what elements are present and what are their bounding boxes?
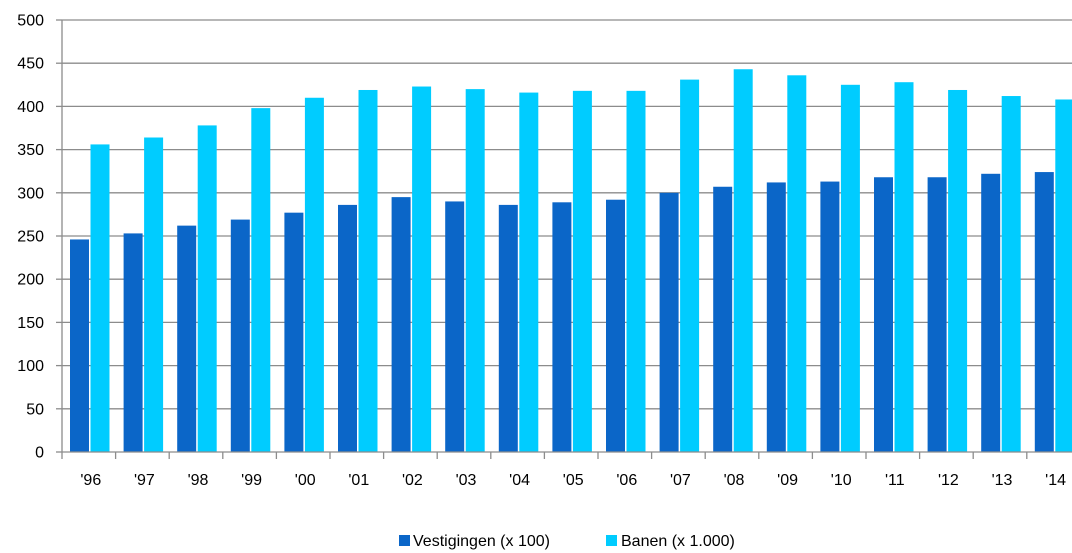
bar-banen xyxy=(519,92,539,453)
y-tick-label: 450 xyxy=(17,56,44,73)
y-tick-label: 350 xyxy=(17,142,44,159)
x-tick-label: '08 xyxy=(724,472,745,489)
bar-vestigingen xyxy=(177,225,197,452)
bar-banen xyxy=(626,90,646,453)
x-tick-label: '11 xyxy=(885,472,905,489)
x-tick-label: '13 xyxy=(992,472,1013,489)
bar-vestigingen xyxy=(445,201,465,452)
y-tick-label: 150 xyxy=(17,315,44,332)
x-tick-label: '02 xyxy=(402,472,423,489)
x-tick-label: '09 xyxy=(777,472,798,489)
bar-banen xyxy=(251,108,271,453)
y-tick-label: 100 xyxy=(17,358,44,375)
x-tick-label: '96 xyxy=(80,472,101,489)
bar-vestigingen xyxy=(874,177,893,453)
bar-banen xyxy=(304,97,324,452)
x-tick-label: '99 xyxy=(241,472,262,489)
bar-vestigingen xyxy=(552,202,572,452)
bar-vestigingen xyxy=(498,204,518,452)
x-tick-label: '10 xyxy=(831,472,852,489)
bar-banen xyxy=(840,84,860,453)
x-tick-label: '98 xyxy=(188,472,209,489)
y-tick-label: 200 xyxy=(17,272,44,289)
y-tick-label: 400 xyxy=(17,99,44,116)
bar-vestigingen xyxy=(1034,172,1054,452)
legend-swatch-banen xyxy=(606,535,617,546)
x-tick-label: '07 xyxy=(670,472,691,489)
x-tick-label: '14 xyxy=(1045,472,1066,489)
bar-banen xyxy=(358,89,378,452)
bar-vestigingen xyxy=(659,192,679,453)
bar-banen xyxy=(572,90,592,453)
x-tick-label: '04 xyxy=(509,472,530,489)
legend-label-banen: Banen (x 1.000) xyxy=(621,533,735,550)
bar-vestigingen xyxy=(713,186,733,452)
y-tick-label: 50 xyxy=(26,401,44,418)
bar-vestigingen xyxy=(820,181,840,452)
bar-banen xyxy=(197,125,217,453)
bar-vestigingen xyxy=(766,182,786,452)
bar-vestigingen xyxy=(123,233,143,452)
bar-banen xyxy=(465,89,485,453)
bar-banen xyxy=(90,144,110,452)
x-tick-labels: '96 '97 '98 '99 '00 '01 '02 '03 '04 '05 '06 '07 '08 '… xyxy=(80,472,1066,489)
bar-banen xyxy=(894,82,914,452)
bar-vestigingen xyxy=(391,197,411,452)
x-tick-label: '06 xyxy=(616,472,637,489)
x-tick-label: '01 xyxy=(348,472,369,489)
x-tick-label: '00 xyxy=(295,472,316,489)
x-tick-label: '12 xyxy=(938,472,959,489)
y-tick-label: 500 xyxy=(17,13,44,30)
y-tick-label: 0 xyxy=(35,445,44,462)
legend: Vestigingen (x 100) Banen (x 1.000) xyxy=(399,533,735,550)
x-tick-label: '03 xyxy=(456,472,477,489)
bar-vestigingen xyxy=(927,177,947,453)
bar-vestigingen xyxy=(284,212,304,452)
bar-banen xyxy=(948,89,968,452)
bar-vestigingen xyxy=(230,219,250,452)
legend-label-vestigingen: Vestigingen (x 100) xyxy=(413,533,550,550)
bar-banen xyxy=(144,137,164,452)
bar-banen xyxy=(412,86,432,452)
bar-vestigingen xyxy=(70,239,89,452)
bar-banen xyxy=(733,69,753,453)
bar-banen xyxy=(1001,96,1021,453)
bar-vestigingen xyxy=(606,199,625,452)
x-tick-label: '97 xyxy=(134,472,155,489)
y-tick-label: 300 xyxy=(17,185,44,202)
bar-vestigingen xyxy=(338,204,357,452)
bar-vestigingen xyxy=(981,173,1001,453)
axes xyxy=(56,19,1072,459)
y-tick-label: 250 xyxy=(17,229,44,246)
y-tick-labels: 0 50 100 150 200 250 300 350 400 450 500 xyxy=(17,13,44,462)
bar-banen xyxy=(680,79,700,452)
bar-banen xyxy=(1055,99,1072,452)
bar-banen xyxy=(787,75,807,453)
x-tick-label: '05 xyxy=(563,472,584,489)
bars xyxy=(70,69,1072,453)
legend-swatch-vestigingen xyxy=(399,535,410,546)
